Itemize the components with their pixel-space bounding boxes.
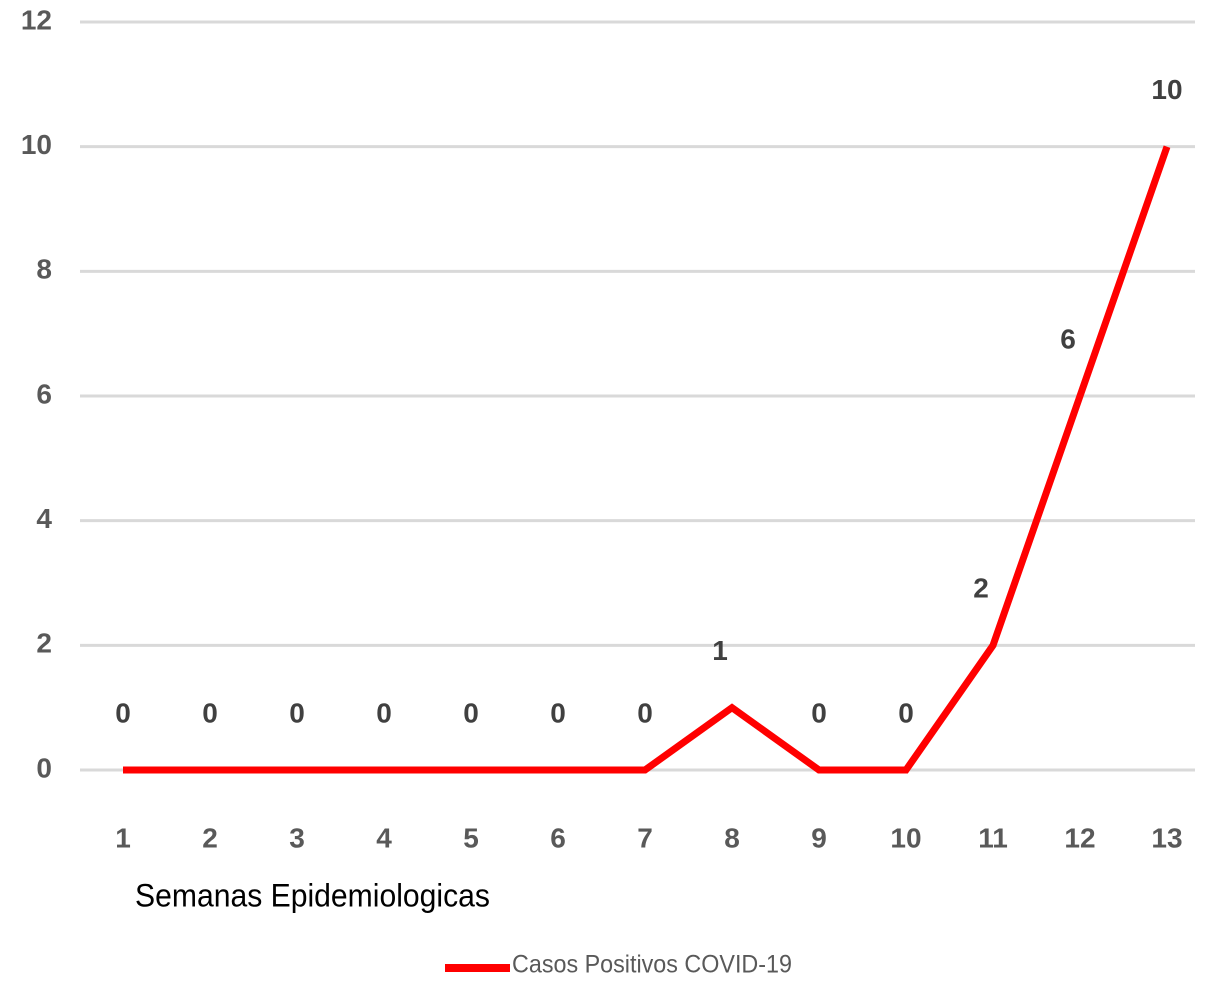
x-tick-label: 13 xyxy=(1151,822,1182,853)
y-tick-label: 2 xyxy=(36,628,52,659)
legend-label: Casos Positivos COVID-19 xyxy=(512,951,792,979)
data-label: 0 xyxy=(289,697,305,728)
x-tick-label: 5 xyxy=(463,822,479,853)
x-tick-label: 1 xyxy=(115,822,131,853)
x-tick-label: 7 xyxy=(637,822,653,853)
x-tick-label: 2 xyxy=(202,822,218,853)
x-axis-label: Semanas Epidemiologicas xyxy=(135,877,490,913)
data-label: 0 xyxy=(376,697,392,728)
x-tick-label: 9 xyxy=(811,822,827,853)
x-tick-label: 12 xyxy=(1064,822,1095,853)
data-label: 0 xyxy=(202,697,218,728)
data-label: 10 xyxy=(1151,74,1182,105)
data-label: 0 xyxy=(898,697,914,728)
data-label: 0 xyxy=(637,697,653,728)
data-label: 0 xyxy=(115,697,131,728)
data-line xyxy=(123,145,1171,774)
data-label: 0 xyxy=(811,697,827,728)
x-tick-label: 8 xyxy=(724,822,740,853)
data-label: 0 xyxy=(550,697,566,728)
y-tick-label: 0 xyxy=(36,752,52,783)
y-tick-label: 4 xyxy=(36,503,52,534)
x-tick-label: 6 xyxy=(550,822,566,853)
data-label: 6 xyxy=(1060,323,1076,354)
y-tick-label: 6 xyxy=(36,378,52,409)
x-tick-label: 10 xyxy=(890,822,921,853)
y-tick-label: 10 xyxy=(21,129,52,160)
x-tick-label: 11 xyxy=(978,822,1008,853)
data-label: 0 xyxy=(463,697,479,728)
x-tick-label: 3 xyxy=(289,822,305,853)
y-tick-label: 8 xyxy=(36,254,52,285)
data-label: 2 xyxy=(973,573,989,604)
data-label: 1 xyxy=(712,635,728,666)
y-tick-label: 12 xyxy=(21,4,52,35)
x-tick-label: 4 xyxy=(376,822,392,853)
